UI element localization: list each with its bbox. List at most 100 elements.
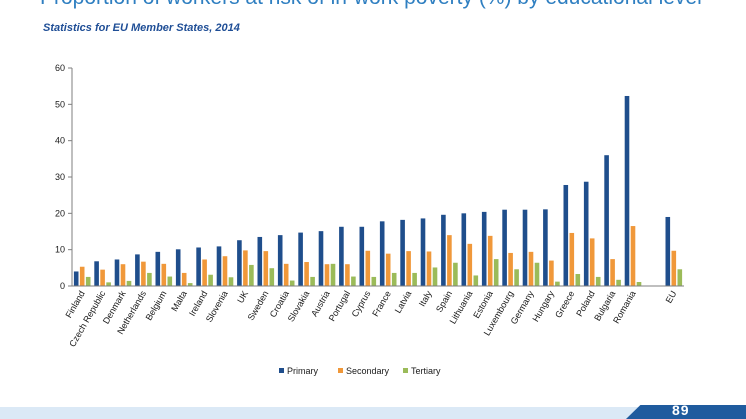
bar-primary-greece: [563, 184, 569, 286]
bar-tertiary-netherlands: [147, 272, 152, 286]
bar-secondary-sweden: [263, 251, 269, 286]
bar-tertiary-denmark: [126, 280, 132, 286]
bar-primary-denmark: [114, 259, 120, 286]
bar-tertiary-croatia: [289, 280, 295, 286]
bar-tertiary-bulgaria: [616, 279, 621, 286]
bar-primary-cyprus: [359, 226, 365, 286]
x-tick-label: UK: [235, 289, 250, 305]
bar-secondary-luxembourg: [508, 252, 513, 286]
bar-secondary-hungary: [549, 260, 554, 286]
bar-tertiary-sweden: [269, 268, 275, 286]
bars: [73, 95, 683, 286]
legend: Primary Secondary Tertiary: [279, 366, 441, 376]
bar-tertiary-italy: [432, 267, 438, 286]
bar-tertiary-latvia: [412, 272, 417, 286]
bar-primary-croatia: [277, 235, 283, 286]
bar-secondary-poland: [589, 238, 595, 286]
bar-secondary-bulgaria: [610, 259, 615, 286]
bar-primary-germany: [522, 209, 528, 286]
bar-tertiary-germany: [534, 262, 540, 286]
x-tick-label: France: [370, 289, 393, 318]
bar-secondary-croatia: [283, 263, 289, 286]
bar-primary-italy: [420, 218, 426, 286]
bar-secondary-spain: [447, 235, 452, 286]
bar-secondary-denmark: [120, 264, 126, 286]
legend-swatch-secondary: [338, 368, 343, 373]
bar-tertiary-austria: [330, 263, 336, 286]
bar-secondary-italy: [426, 251, 432, 286]
x-tick-label: Spain: [434, 289, 454, 314]
bar-primary-france: [379, 221, 385, 286]
x-tick-label: Cyprus: [350, 289, 373, 319]
bar-primary-malta: [175, 249, 181, 286]
bar-tertiary-eu: [677, 269, 683, 286]
bar-secondary-slovakia: [304, 262, 309, 286]
bar-primary-slovenia: [216, 246, 222, 286]
bar-secondary-portugal: [345, 264, 350, 286]
bar-primary-slovakia: [298, 232, 303, 286]
bar-primary-uk: [237, 240, 242, 286]
bar-tertiary-malta: [187, 283, 193, 286]
bar-primary-netherlands: [135, 254, 140, 286]
bar-tertiary-belgium: [167, 276, 173, 286]
legend-label-secondary: Secondary: [346, 366, 390, 376]
x-tick-label: Greece: [553, 289, 576, 320]
bar-primary-sweden: [257, 236, 263, 286]
x-tick-label: Italy: [417, 289, 434, 309]
x-tick-label: Latvia: [393, 289, 414, 315]
footer-band: [0, 407, 746, 419]
bar-primary-portugal: [339, 226, 344, 286]
bar-primary-spain: [441, 214, 446, 286]
bar-secondary-netherlands: [141, 261, 146, 286]
bar-secondary-finland: [79, 266, 85, 286]
bar-secondary-estonia: [487, 235, 493, 286]
bar-tertiary-finland: [85, 276, 91, 286]
legend-label-tertiary: Tertiary: [411, 366, 441, 376]
bar-secondary-belgium: [161, 263, 167, 286]
x-tick-label: Malta: [169, 289, 189, 313]
bar-tertiary-poland: [595, 276, 601, 286]
bar-primary-finland: [73, 271, 79, 286]
bar-tertiary-luxembourg: [514, 269, 519, 286]
bar-secondary-slovenia: [222, 256, 228, 286]
bar-tertiary-spain: [453, 262, 458, 286]
bar-secondary-austria: [324, 264, 330, 286]
x-tick-label: EU: [664, 289, 679, 305]
bar-tertiary-czech-republic: [106, 282, 111, 286]
bar-secondary-malta: [181, 272, 187, 286]
bar-secondary-germany: [528, 251, 534, 286]
bar-tertiary-portugal: [351, 276, 356, 286]
bar-tertiary-estonia: [493, 259, 499, 286]
bar-primary-luxembourg: [502, 209, 507, 286]
bar-primary-estonia: [481, 211, 487, 286]
footer-logo: 89: [672, 402, 690, 418]
bar-secondary-lithuania: [467, 243, 473, 286]
bar-primary-romania: [624, 95, 630, 286]
bar-tertiary-slovenia: [228, 277, 234, 286]
bar-secondary-uk: [243, 250, 248, 286]
y-axis: 0 10 20 30 40 50 60: [55, 63, 73, 291]
bar-primary-lithuania: [461, 213, 467, 286]
bar-primary-poland: [583, 181, 589, 286]
bar-tertiary-hungary: [555, 281, 560, 286]
legend-swatch-tertiary: [403, 368, 408, 373]
bar-secondary-czech-republic: [100, 269, 105, 286]
bar-primary-latvia: [400, 219, 405, 286]
bar-tertiary-uk: [249, 264, 254, 286]
y-tick-label: 30: [55, 172, 65, 182]
bar-primary-ireland: [196, 247, 201, 286]
bar-primary-czech-republic: [94, 261, 99, 286]
bar-secondary-ireland: [202, 259, 207, 286]
y-tick-label: 20: [55, 208, 65, 218]
bar-tertiary-greece: [575, 274, 581, 286]
bar-primary-hungary: [543, 209, 548, 286]
y-tick-label: 40: [55, 136, 65, 146]
bar-primary-belgium: [155, 251, 161, 286]
chart-title: Proportion of workers at risk of in-work…: [40, 0, 702, 10]
bar-primary-bulgaria: [604, 155, 609, 286]
bar-secondary-eu: [671, 250, 677, 286]
bar-secondary-greece: [569, 232, 575, 286]
bar-tertiary-cyprus: [371, 276, 377, 286]
